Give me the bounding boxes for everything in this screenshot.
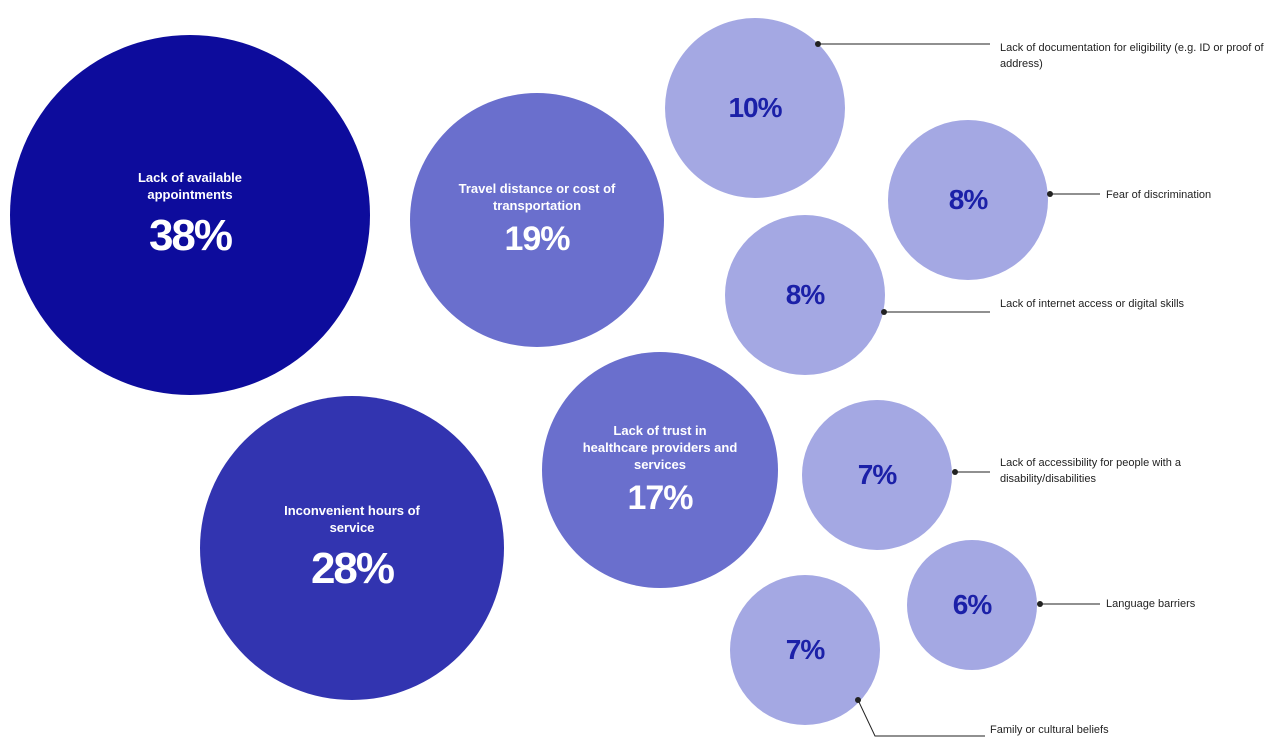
bubble [802, 400, 952, 550]
leader-dot [1037, 601, 1043, 607]
callout-label: Language barriers [1106, 598, 1196, 610]
leader-dot [952, 469, 958, 475]
bubble [10, 35, 370, 395]
bubble [730, 575, 880, 725]
leader-line [857, 699, 985, 737]
leader-dot [1047, 191, 1053, 197]
callout-label: Lack of documentation for eligibility (e… [1000, 42, 1264, 70]
callout-label: Lack of accessibility for people with a … [1000, 457, 1181, 485]
bubble [200, 396, 504, 700]
callout-label: Family or cultural beliefs [990, 724, 1109, 736]
bubble [725, 215, 885, 375]
leader-dot [815, 41, 821, 47]
leader-dot [855, 697, 861, 703]
leader-dot [881, 309, 887, 315]
callout-label: Lack of internet access or digital skill… [1000, 298, 1185, 310]
bubble [907, 540, 1037, 670]
bubble [410, 93, 664, 347]
callout-label: Fear of discrimination [1106, 189, 1212, 201]
bubble [542, 352, 778, 588]
bubble [665, 18, 845, 198]
bubble [888, 120, 1048, 280]
